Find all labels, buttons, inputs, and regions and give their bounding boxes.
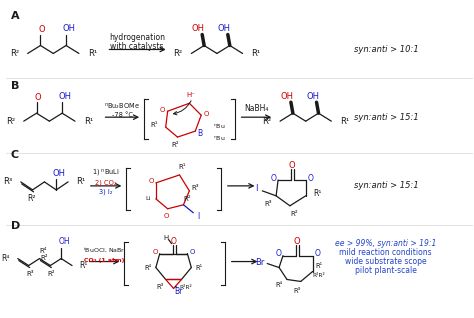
Text: $^n$Bu₂BOMe: $^n$Bu₂BOMe — [104, 101, 140, 111]
Text: D: D — [11, 221, 20, 231]
Text: $^t$BuOCl, NaBr: $^t$BuOCl, NaBr — [83, 246, 126, 255]
Text: B: B — [198, 128, 203, 138]
Text: O: O — [308, 174, 314, 183]
Text: O: O — [160, 107, 165, 113]
Text: O: O — [164, 213, 169, 219]
Text: 3) I₂: 3) I₂ — [99, 189, 112, 195]
Text: B: B — [11, 81, 19, 91]
Text: R³: R³ — [156, 284, 164, 290]
Text: -78 °C: -78 °C — [112, 112, 133, 118]
Text: R³: R³ — [293, 288, 301, 294]
Text: O: O — [38, 25, 45, 34]
Text: OH: OH — [58, 237, 70, 246]
Text: OH: OH — [306, 92, 319, 101]
Text: O: O — [270, 174, 276, 183]
Text: syn:anti > 15:1: syn:anti > 15:1 — [354, 113, 419, 122]
Text: ee > 99%, syn:anti > 19:1: ee > 99%, syn:anti > 19:1 — [335, 239, 436, 248]
Text: R³: R³ — [191, 185, 199, 191]
Text: R²R²: R²R² — [312, 273, 325, 278]
Text: O: O — [289, 162, 295, 170]
Text: R¹: R¹ — [196, 265, 203, 271]
Text: OH: OH — [218, 24, 230, 33]
Text: H⁻: H⁻ — [187, 92, 196, 98]
Text: O: O — [34, 93, 41, 102]
Text: R²: R² — [290, 211, 298, 217]
Text: Br: Br — [174, 287, 182, 296]
Text: R¹: R¹ — [150, 122, 158, 128]
Text: R²: R² — [9, 49, 19, 58]
Text: R¹: R¹ — [84, 117, 93, 126]
Text: syn:anti > 10:1: syn:anti > 10:1 — [354, 45, 419, 54]
Text: Li: Li — [146, 196, 151, 201]
Text: $^n$Bu: $^n$Bu — [213, 123, 226, 131]
Text: R⁴: R⁴ — [275, 282, 283, 288]
Text: R¹: R¹ — [315, 263, 322, 268]
Text: R²: R² — [41, 255, 48, 260]
Text: O: O — [152, 249, 157, 255]
Text: R²: R² — [6, 117, 15, 126]
Text: syn:anti > 15:1: syn:anti > 15:1 — [354, 181, 419, 190]
Text: OH: OH — [191, 24, 205, 33]
Text: hydrogenation: hydrogenation — [109, 33, 165, 42]
Text: OH: OH — [281, 92, 293, 101]
Text: OH: OH — [59, 92, 72, 101]
Text: with catalysts: with catalysts — [110, 42, 164, 51]
Text: R²: R² — [262, 117, 271, 126]
Text: R¹: R¹ — [76, 177, 85, 186]
Text: R²: R² — [172, 142, 179, 148]
Text: R²: R² — [183, 196, 191, 202]
Text: O: O — [275, 249, 281, 258]
Text: $^n$Bu: $^n$Bu — [213, 135, 226, 143]
Text: A: A — [11, 10, 19, 21]
Text: 2) CO₂: 2) CO₂ — [95, 180, 116, 186]
Text: wide substrate scope: wide substrate scope — [345, 257, 427, 266]
Text: R²: R² — [173, 49, 182, 58]
Text: R¹: R¹ — [79, 261, 87, 270]
Text: O: O — [315, 249, 320, 258]
Text: O: O — [203, 111, 209, 117]
Text: NaBH₄: NaBH₄ — [244, 104, 269, 113]
Text: R¹: R¹ — [88, 49, 97, 58]
Text: O: O — [171, 237, 176, 246]
Text: R³: R³ — [264, 201, 272, 207]
Text: OH: OH — [53, 169, 66, 178]
Text: H: H — [163, 235, 168, 241]
Text: 1) $^n$BuLi: 1) $^n$BuLi — [91, 169, 119, 179]
Text: R⁴: R⁴ — [40, 248, 47, 253]
Text: R¹: R¹ — [340, 117, 349, 126]
Text: pilot plant-scale: pilot plant-scale — [355, 266, 417, 275]
Text: I: I — [255, 184, 258, 193]
Text: R²: R² — [27, 194, 36, 203]
Text: C: C — [11, 150, 19, 160]
Text: O: O — [293, 237, 300, 246]
Text: OH: OH — [63, 24, 75, 33]
Text: R³: R³ — [4, 177, 13, 186]
Text: O: O — [148, 178, 154, 184]
Text: CO₂ (1 atm): CO₂ (1 atm) — [84, 258, 125, 263]
Text: R¹: R¹ — [252, 49, 261, 58]
Text: I: I — [197, 212, 200, 221]
Text: R³: R³ — [26, 272, 33, 278]
Text: R¹: R¹ — [314, 189, 322, 198]
Text: R⁴: R⁴ — [1, 254, 10, 263]
Text: mild reaction conditions: mild reaction conditions — [339, 248, 432, 257]
Text: R²R²: R²R² — [179, 285, 192, 290]
Text: O: O — [190, 249, 195, 255]
Text: Br: Br — [255, 258, 264, 267]
Text: R⁴: R⁴ — [145, 265, 152, 271]
Text: R¹: R¹ — [179, 164, 186, 170]
Text: R²: R² — [47, 272, 55, 278]
